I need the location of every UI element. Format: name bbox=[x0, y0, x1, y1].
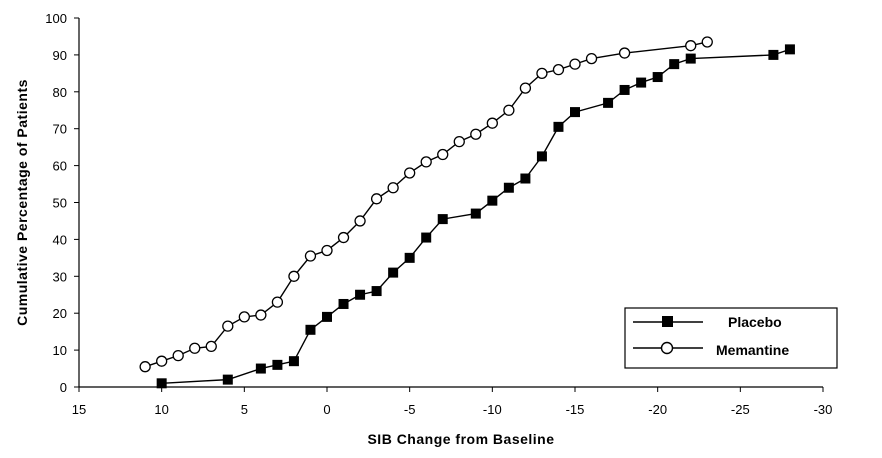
y-tick-label: 0 bbox=[60, 380, 67, 395]
placebo-point bbox=[305, 324, 316, 335]
x-tick-label: 15 bbox=[72, 402, 86, 417]
memantine-point bbox=[172, 349, 184, 362]
legend-placebo-label: Placebo bbox=[728, 314, 782, 330]
memantine-point bbox=[139, 361, 151, 373]
memantine-point bbox=[569, 58, 581, 70]
memantine-point bbox=[519, 82, 532, 94]
y-tick-label: 60 bbox=[53, 159, 67, 174]
placebo-point bbox=[669, 59, 680, 70]
placebo-point bbox=[255, 363, 266, 374]
placebo-point bbox=[603, 97, 614, 108]
legend-box bbox=[624, 307, 838, 369]
placebo-point bbox=[404, 252, 415, 263]
x-axis-title: SIB Change from Baseline bbox=[367, 431, 554, 447]
memantine-point bbox=[354, 215, 366, 227]
y-axis-title: Cumulative Percentage of Patients bbox=[14, 79, 30, 326]
placebo-point bbox=[619, 84, 630, 95]
memantine-point bbox=[585, 52, 598, 65]
memantine-point bbox=[618, 47, 631, 59]
y-tick-label: 100 bbox=[45, 11, 67, 26]
y-tick-label: 80 bbox=[53, 85, 67, 100]
y-tick-label: 30 bbox=[53, 269, 67, 284]
x-tick-label: 10 bbox=[154, 402, 168, 417]
placebo-series bbox=[156, 44, 795, 389]
placebo-point bbox=[437, 214, 448, 225]
memantine-series bbox=[139, 36, 713, 373]
placebo-point bbox=[272, 359, 283, 370]
placebo-point bbox=[222, 374, 233, 385]
y-tick-label: 20 bbox=[53, 306, 67, 321]
memantine-point bbox=[536, 67, 548, 79]
memantine-point bbox=[222, 320, 234, 332]
y-tick-label: 40 bbox=[53, 232, 67, 247]
placebo-point bbox=[503, 182, 514, 193]
legend: Placebo Memantine bbox=[624, 307, 838, 369]
x-tick-label: 0 bbox=[323, 402, 330, 417]
placebo-point bbox=[322, 311, 332, 322]
placebo-point bbox=[536, 151, 547, 162]
legend-placebo-marker bbox=[662, 316, 673, 327]
y-tick-label: 70 bbox=[53, 122, 67, 137]
series-layer bbox=[139, 36, 795, 389]
y-tick-label: 90 bbox=[53, 48, 67, 63]
x-axis-ticks: 15 10 5 0 -5 -10 -15 -20 -25 -30 bbox=[72, 387, 833, 417]
placebo-point bbox=[784, 44, 795, 55]
y-axis-ticks: 0 10 20 30 40 50 60 70 80 90 100 bbox=[45, 11, 79, 395]
x-tick-label: -5 bbox=[404, 402, 416, 417]
memantine-point bbox=[552, 64, 565, 76]
memantine-point bbox=[701, 36, 713, 48]
legend-memantine-marker bbox=[660, 341, 674, 355]
placebo-point bbox=[355, 289, 366, 300]
memantine-point bbox=[321, 244, 333, 257]
x-tick-label: -30 bbox=[814, 402, 833, 417]
memantine-point bbox=[255, 309, 267, 321]
memantine-point bbox=[288, 270, 300, 282]
placebo-point bbox=[636, 77, 647, 88]
y-tick-label: 50 bbox=[53, 196, 67, 211]
memantine-point bbox=[437, 148, 449, 161]
memantine-point bbox=[404, 167, 416, 179]
placebo-point bbox=[570, 107, 580, 118]
memantine-point bbox=[685, 40, 697, 52]
legend-memantine-label: Memantine bbox=[716, 342, 789, 358]
memantine-point bbox=[189, 342, 201, 354]
placebo-point bbox=[685, 53, 696, 64]
memantine-point bbox=[238, 311, 250, 323]
placebo-point bbox=[288, 356, 299, 367]
memantine-point bbox=[486, 117, 498, 129]
placebo-point bbox=[388, 267, 399, 278]
x-tick-label: -25 bbox=[731, 402, 750, 417]
memantine-point bbox=[205, 340, 217, 353]
memantine-point bbox=[271, 296, 284, 308]
memantine-point bbox=[370, 193, 383, 205]
placebo-point bbox=[553, 121, 564, 132]
memantine-point bbox=[337, 231, 350, 244]
memantine-point bbox=[156, 355, 168, 367]
x-tick-label: -10 bbox=[483, 402, 502, 417]
placebo-point bbox=[338, 298, 349, 309]
x-tick-label: -20 bbox=[648, 402, 667, 417]
placebo-point bbox=[470, 208, 481, 219]
y-tick-label: 10 bbox=[53, 343, 67, 358]
memantine-point bbox=[453, 135, 465, 148]
placebo-point bbox=[652, 72, 663, 83]
memantine-point bbox=[470, 128, 482, 140]
x-tick-label: -15 bbox=[566, 402, 585, 417]
memantine-point bbox=[304, 250, 317, 262]
placebo-point bbox=[768, 49, 779, 60]
placebo-point bbox=[371, 286, 382, 297]
memantine-point bbox=[503, 104, 515, 116]
placebo-point bbox=[487, 195, 498, 206]
x-tick-label: 5 bbox=[241, 402, 248, 417]
memantine-point bbox=[387, 182, 399, 194]
placebo-point bbox=[421, 232, 432, 243]
placebo-point bbox=[156, 378, 167, 389]
placebo-point bbox=[520, 173, 531, 184]
memantine-point bbox=[420, 156, 432, 168]
